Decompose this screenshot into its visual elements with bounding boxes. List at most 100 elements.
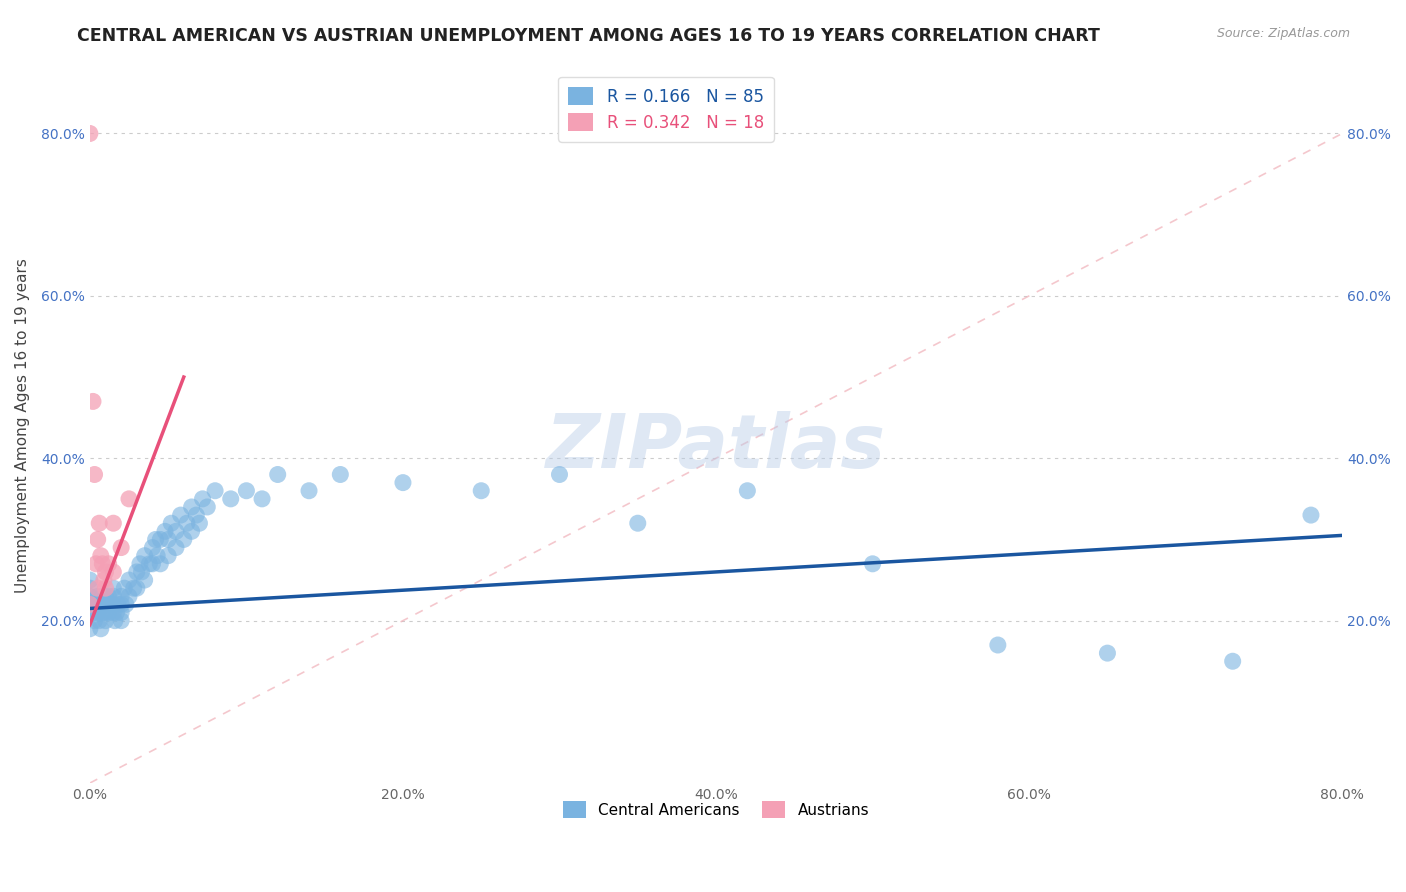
Point [129,557,152,571]
Point [97,557,120,571]
Point [94,565,117,579]
Point [1222,654,1244,668]
Point [79,127,101,141]
Point [86,533,108,547]
Point [470,483,492,498]
Point [153,524,176,539]
Point [125,581,148,595]
Point [250,491,273,506]
Point [146,549,169,563]
Point [118,573,141,587]
Point [987,638,1010,652]
Point [105,606,128,620]
Point [219,491,242,506]
Point [83,614,105,628]
Point [93,598,115,612]
Point [125,565,148,579]
Point [138,557,160,571]
Point [110,598,132,612]
Legend: Central Americans, Austrians: Central Americans, Austrians [555,794,877,825]
Point [180,500,202,514]
Point [79,598,101,612]
Point [204,483,226,498]
Point [84,557,107,571]
Point [86,581,108,595]
Point [86,589,108,603]
Point [79,598,101,612]
Point [157,533,180,547]
Point [186,508,208,522]
Point [149,557,172,571]
Point [91,589,114,603]
Point [1299,508,1322,522]
Point [173,533,195,547]
Point [145,533,167,547]
Point [91,557,114,571]
Point [103,565,125,579]
Point [94,614,117,628]
Point [165,541,187,555]
Point [93,573,115,587]
Point [267,467,290,482]
Point [103,581,125,595]
Point [90,549,112,563]
Point [737,483,759,498]
Point [235,483,257,498]
Point [103,606,125,620]
Point [141,541,163,555]
Point [188,516,211,531]
Point [141,557,163,571]
Point [548,467,571,482]
Point [165,524,187,539]
Point [97,606,120,620]
Point [112,581,135,595]
Point [160,516,183,531]
Point [118,491,141,506]
Point [110,614,132,628]
Point [94,598,117,612]
Point [104,614,127,628]
Point [79,622,101,636]
Point [392,475,415,490]
Point [627,516,650,531]
Text: CENTRAL AMERICAN VS AUSTRIAN UNEMPLOYMENT AMONG AGES 16 TO 19 YEARS CORRELATION : CENTRAL AMERICAN VS AUSTRIAN UNEMPLOYMEN… [77,27,1101,45]
Point [79,589,101,603]
Point [86,598,108,612]
Point [131,565,153,579]
Point [134,549,156,563]
Point [110,606,132,620]
Point [97,589,120,603]
Point [94,589,117,603]
Point [157,549,180,563]
Point [79,598,101,612]
Point [115,598,138,612]
Point [91,606,114,620]
Text: Source: ZipAtlas.com: Source: ZipAtlas.com [1216,27,1350,40]
Text: ZIPatlas: ZIPatlas [546,410,886,483]
Point [107,598,129,612]
Y-axis label: Unemployment Among Ages 16 to 19 years: Unemployment Among Ages 16 to 19 years [15,259,30,593]
Point [180,524,202,539]
Point [195,500,218,514]
Point [90,622,112,636]
Point [149,533,172,547]
Point [122,581,145,595]
Point [94,581,117,595]
Point [83,467,105,482]
Point [82,606,104,620]
Point [176,516,198,531]
Point [79,581,101,595]
Point [98,598,121,612]
Point [82,394,104,409]
Point [89,614,111,628]
Point [86,606,108,620]
Point [118,589,141,603]
Point [1097,646,1119,660]
Point [298,483,321,498]
Point [191,491,214,506]
Point [103,589,125,603]
Point [110,541,132,555]
Point [110,589,132,603]
Point [134,573,156,587]
Point [79,573,101,587]
